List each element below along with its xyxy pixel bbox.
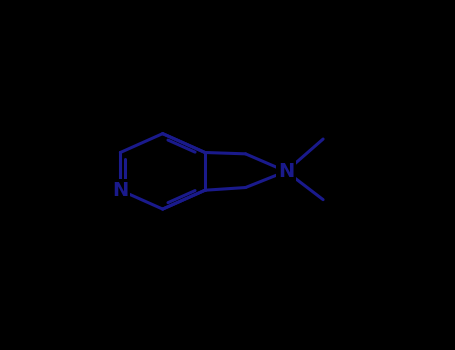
Text: N: N (112, 181, 128, 200)
Text: N: N (278, 162, 294, 181)
